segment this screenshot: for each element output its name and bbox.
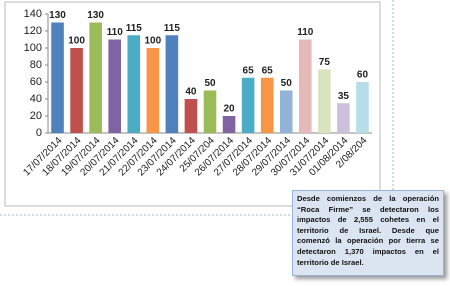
value-label: 40 bbox=[185, 87, 197, 98]
bar bbox=[165, 35, 179, 133]
value-label: 100 bbox=[144, 36, 161, 47]
bar bbox=[356, 82, 369, 133]
bar bbox=[260, 77, 274, 133]
bar bbox=[89, 22, 102, 133]
y-tick-label: 80 bbox=[30, 59, 42, 71]
value-label: 115 bbox=[164, 23, 181, 34]
value-label: 20 bbox=[223, 104, 235, 115]
y-tick-label: 100 bbox=[24, 42, 42, 54]
value-label: 110 bbox=[297, 27, 314, 38]
value-label: 50 bbox=[204, 78, 216, 89]
y-tick-label: 60 bbox=[30, 76, 42, 88]
bar bbox=[203, 90, 217, 133]
bar bbox=[318, 69, 331, 133]
bar bbox=[279, 90, 293, 133]
y-tick-label: 140 bbox=[24, 8, 42, 20]
bar bbox=[70, 48, 83, 133]
bar bbox=[127, 35, 141, 133]
y-tick-label: 0 bbox=[36, 127, 42, 139]
bar bbox=[146, 48, 160, 133]
value-label: 130 bbox=[87, 10, 104, 21]
value-label: 75 bbox=[319, 57, 331, 68]
value-label: 100 bbox=[68, 36, 85, 47]
value-label: 130 bbox=[49, 10, 66, 21]
value-label: 65 bbox=[243, 65, 255, 76]
y-tick-label: 120 bbox=[24, 25, 42, 37]
value-label: 60 bbox=[357, 70, 369, 81]
bar bbox=[299, 39, 312, 133]
bar bbox=[337, 103, 350, 133]
value-label: 35 bbox=[338, 91, 350, 102]
bar bbox=[222, 116, 236, 133]
bar bbox=[241, 77, 255, 133]
value-label: 115 bbox=[126, 23, 143, 34]
bar bbox=[108, 39, 121, 133]
note-box: Desde comienzos de la operación “Roca Fi… bbox=[292, 190, 444, 276]
value-label: 110 bbox=[107, 27, 124, 38]
bar bbox=[51, 22, 64, 133]
value-label: 65 bbox=[262, 65, 274, 76]
y-tick-label: 40 bbox=[30, 93, 42, 105]
bar bbox=[184, 99, 198, 133]
y-tick-label: 20 bbox=[30, 110, 42, 122]
value-label: 50 bbox=[281, 78, 293, 89]
